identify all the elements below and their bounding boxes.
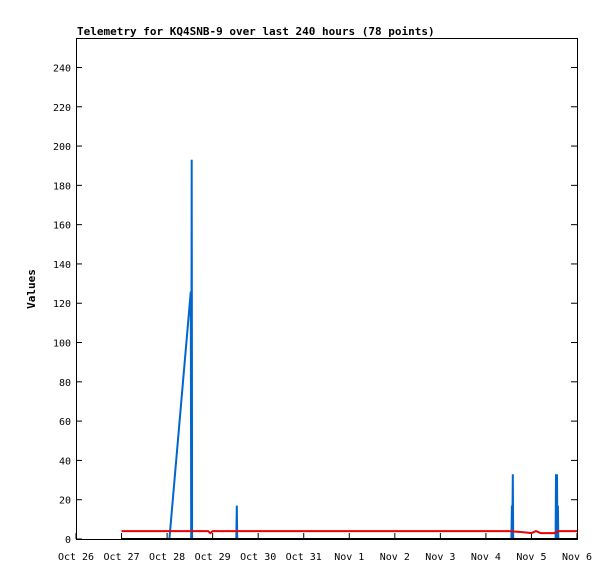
x-tick-label: Nov 4 [471, 552, 501, 563]
series-line-2 [121, 530, 577, 535]
x-tick-label: Oct 31 [286, 552, 322, 563]
y-tick-label: 60 [59, 417, 71, 428]
y-tick-label: 0 [65, 535, 71, 546]
y-tick-label: 200 [53, 142, 71, 153]
y-tick-label: 160 [53, 221, 71, 232]
y-tick-label: 100 [53, 339, 71, 350]
y-tick-label: 80 [59, 378, 71, 389]
x-tick-label: Oct 28 [149, 552, 185, 563]
x-axis-ticks: Oct 26 Oct 27 Oct 28 Oct 29 Oct 30 Oct 31 Nov … [58, 533, 592, 563]
x-tick-label: Nov 1 [334, 552, 364, 563]
chart-title: Telemetry for KQ4SNB-9 over last 240 hou… [77, 25, 435, 38]
x-tick-label: Nov 2 [380, 552, 410, 563]
y-tick-label: 180 [53, 181, 71, 192]
plot-area-frame [76, 38, 578, 540]
x-tick-label: Oct 27 [103, 552, 139, 563]
x-tick-label: Nov 5 [516, 552, 546, 563]
y-axis-ticks: 0 20 40 60 80 100 120 140 160 180 200 220 240 [53, 63, 577, 546]
y-tick-label: 20 [59, 496, 71, 507]
x-tick-label: Oct 26 [58, 552, 94, 563]
y-tick-label: 40 [59, 456, 71, 467]
x-tick-label: Nov 6 [562, 552, 592, 563]
x-tick-label: Oct 30 [240, 552, 276, 563]
y-tick-label: 120 [53, 299, 71, 310]
y-axis-label: Values [25, 269, 38, 309]
series-layer [121, 159, 577, 540]
y-tick-label: 240 [53, 63, 71, 74]
x-tick-label: Oct 29 [195, 552, 231, 563]
y-tick-label: 140 [53, 260, 71, 271]
series-line-1 [168, 159, 560, 540]
x-tick-label: Nov 3 [425, 552, 455, 563]
y-tick-label: 220 [53, 103, 71, 114]
